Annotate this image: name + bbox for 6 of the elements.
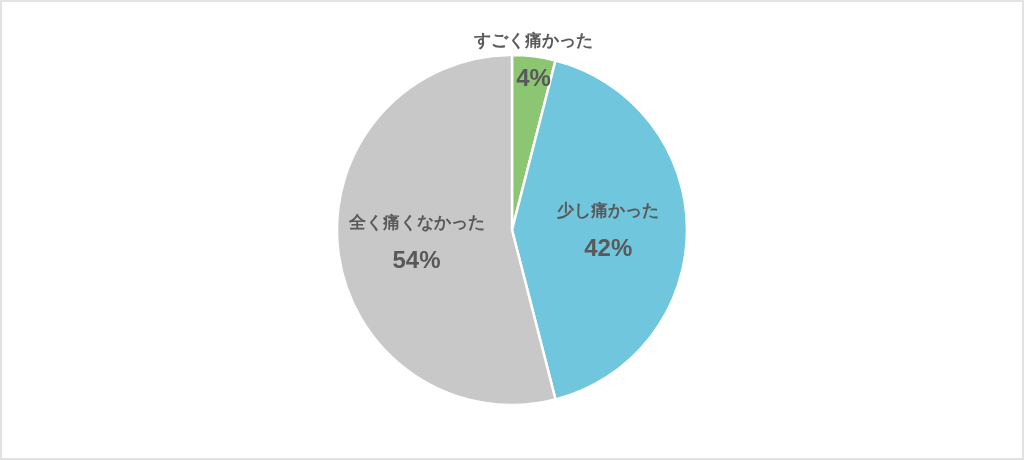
slice-label: 少し痛かった [557,201,660,220]
data-label: 42% [584,234,633,261]
data-label: 54% [392,246,441,274]
slice-label: 全く痛くなかった [347,213,485,233]
slice-label: すごく痛かった [472,30,593,50]
data-label: 4% [516,63,551,91]
